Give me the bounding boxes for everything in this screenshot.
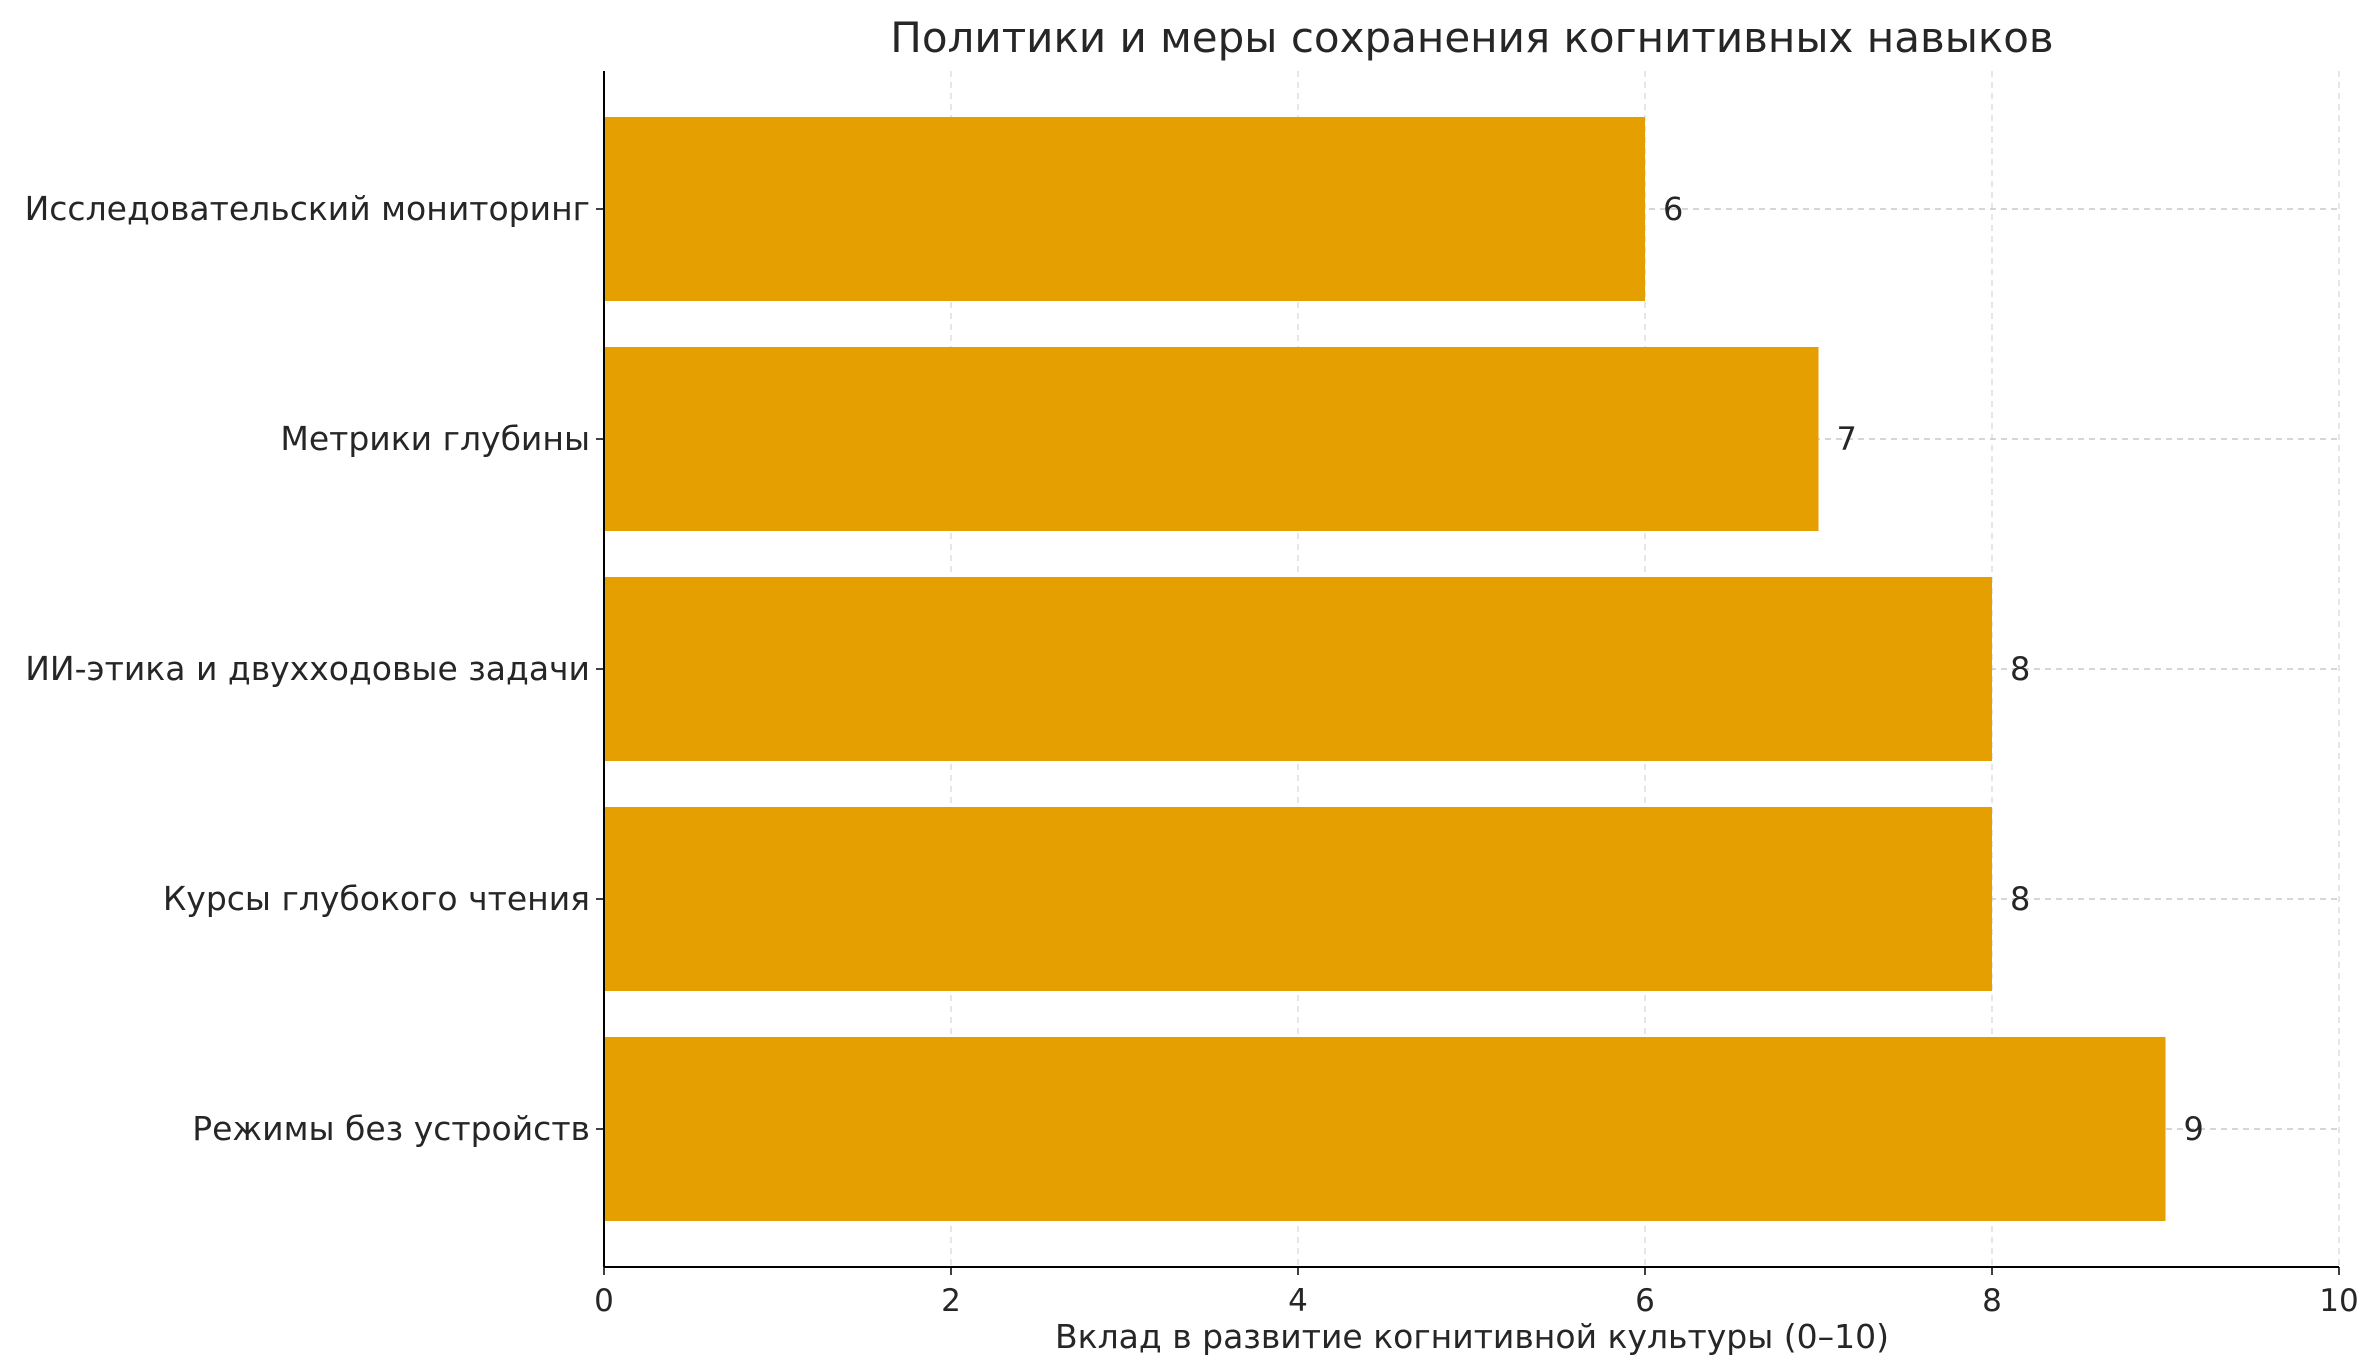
y-tick-label: Метрики глубины bbox=[280, 419, 590, 458]
x-tick-label: 4 bbox=[1288, 1283, 1308, 1319]
bar bbox=[604, 577, 1992, 761]
data-label: 6 bbox=[1663, 190, 1683, 228]
x-axis-label: Вклад в развитие когнитивной культуры (0… bbox=[1055, 1317, 1889, 1356]
y-tick-label: Исследовательский мониторинг bbox=[25, 189, 590, 228]
y-tick-label: Режимы без устройств bbox=[192, 1109, 590, 1148]
data-label: 8 bbox=[2010, 880, 2030, 918]
x-tick-label: 8 bbox=[1982, 1283, 2002, 1319]
x-tick-label: 2 bbox=[941, 1283, 961, 1319]
data-label: 9 bbox=[2184, 1110, 2204, 1148]
bar bbox=[604, 347, 1819, 531]
x-tick-label: 0 bbox=[594, 1283, 614, 1319]
y-tick-label: ИИ-этика и двухходовые задачи bbox=[25, 649, 590, 688]
x-tick-label: 6 bbox=[1635, 1283, 1655, 1319]
bar bbox=[604, 1037, 2166, 1221]
data-label: 8 bbox=[2010, 650, 2030, 688]
bar bbox=[604, 807, 1992, 991]
data-label: 7 bbox=[1837, 420, 1857, 458]
chart-title: Политики и меры сохранения когнитивных н… bbox=[890, 13, 2053, 62]
y-tick-label: Курсы глубокого чтения bbox=[163, 879, 590, 918]
bar bbox=[604, 117, 1645, 301]
x-tick-label: 10 bbox=[2319, 1283, 2358, 1319]
